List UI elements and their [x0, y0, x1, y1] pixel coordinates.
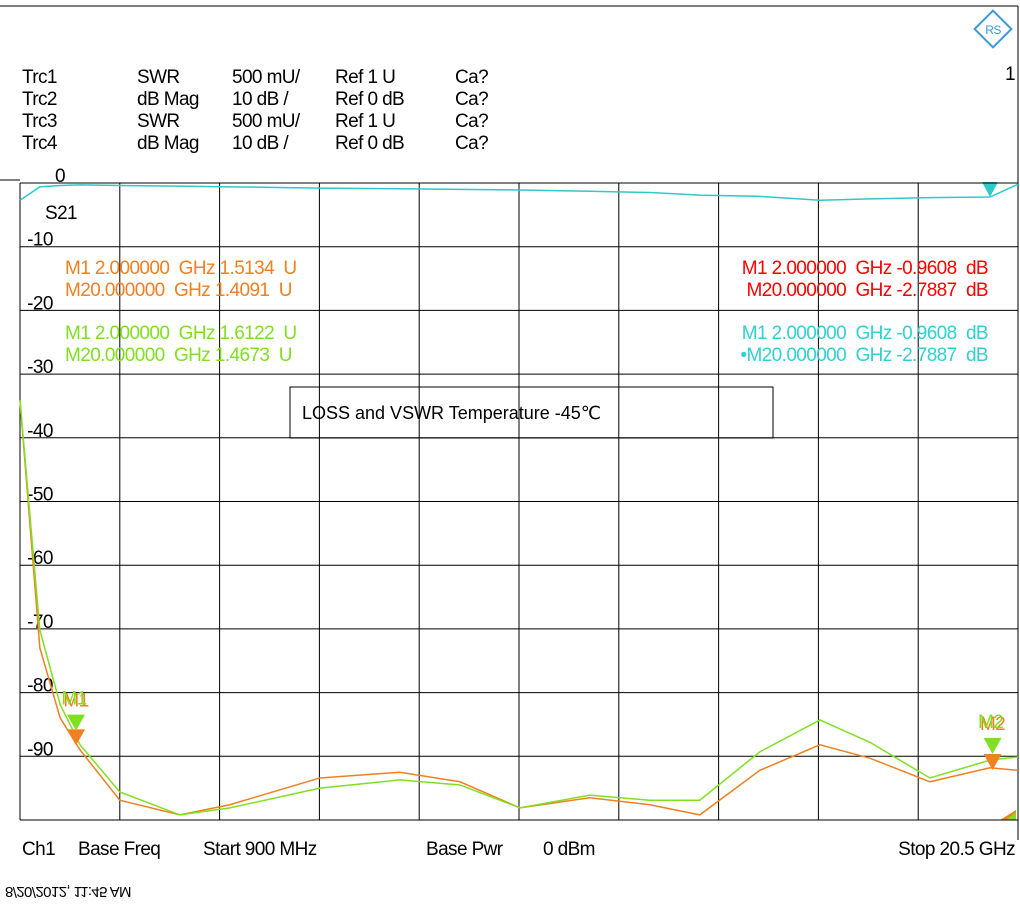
marker-label: M1 — [63, 691, 88, 712]
footer-item: Stop 20.5 GHz — [898, 839, 1015, 860]
header-cell: 500 mU/ — [232, 111, 301, 132]
trace-label: S21 — [45, 203, 77, 224]
marker-label: M1 — [61, 689, 86, 710]
timestamp: 8/20/2012, 11:45 AM — [5, 883, 131, 900]
header-cell: 10 dB / — [232, 89, 289, 110]
marker-triangle — [983, 753, 1002, 770]
y-tick-label: -60 — [27, 548, 53, 569]
header-cell: Trc4 — [22, 133, 58, 154]
header-cell: Trc2 — [22, 89, 57, 110]
marker-readout: •M20.000000 GHz -2.7887 dB — [740, 345, 988, 366]
y-tick-label: -70 — [27, 612, 53, 633]
header-cell: Ref 0 dB — [335, 89, 404, 110]
header-cell: 10 dB / — [232, 133, 289, 154]
header-cell: Ca? — [455, 67, 488, 88]
annotation: LOSS and VSWR Temperature -45℃ — [302, 403, 601, 423]
footer-item: 0 dBm — [543, 839, 595, 860]
marker-readout: M20.000000 GHz 1.4673 U — [65, 345, 292, 366]
header-cell: SWR — [137, 67, 180, 88]
marker-label: M2 — [980, 714, 1005, 735]
marker-readout: M1 2.000000 GHz 1.5134 U — [65, 258, 297, 279]
header-cell: 500 mU/ — [232, 67, 301, 88]
marker-triangle — [67, 714, 86, 731]
y-tick-label: -20 — [27, 293, 53, 314]
marker-readout: M20.000000 GHz -2.7887 dB — [746, 280, 988, 301]
header-cell: Trc3 — [22, 111, 57, 132]
y-tick-label: -80 — [27, 676, 53, 697]
header-cell: Ref 1 U — [335, 111, 395, 132]
footer-item: Base Pwr — [426, 839, 504, 860]
header-cell: dB Mag — [137, 133, 199, 154]
marker-readout: M1 2.000000 GHz 1.6122 U — [65, 323, 297, 344]
header-cell: Ref 1 U — [335, 67, 395, 88]
marker-label: M2 — [978, 712, 1003, 733]
header-cell: Ca? — [455, 133, 488, 154]
channel-number: 1 — [1005, 64, 1015, 85]
limit-indicator — [1006, 812, 1016, 820]
footer-item: Ch1 — [22, 839, 55, 860]
logo: RS — [973, 9, 1013, 49]
footer-item: Start 900 MHz — [203, 839, 317, 860]
y-tick-label: -50 — [27, 485, 53, 506]
header-cell: SWR — [137, 111, 180, 132]
marker-readout: M1 2.000000 GHz -0.9608 dB — [742, 258, 988, 279]
marker-triangle — [67, 729, 86, 746]
limit-indicator — [982, 182, 998, 197]
header-cell: Ca? — [455, 111, 488, 132]
trace — [19, 400, 1019, 816]
header-cell: dB Mag — [137, 89, 199, 110]
header-cell: Trc1 — [22, 67, 57, 88]
y-tick-label: 0 — [55, 166, 65, 187]
footer-item: Base Freq — [78, 839, 160, 860]
y-tick-label: -90 — [27, 739, 53, 760]
marker-triangle — [983, 737, 1002, 754]
trace — [19, 400, 1019, 816]
y-tick-label: -30 — [27, 357, 53, 378]
trace — [19, 183, 1019, 201]
annotation-box — [289, 386, 774, 439]
svg-text:RS: RS — [985, 23, 1001, 37]
y-tick-label: -40 — [27, 421, 53, 442]
marker-readout: M1 2.000000 GHz -0.9608 dB — [742, 323, 988, 344]
header-cell: Ca? — [455, 89, 488, 110]
marker-readout: M20.000000 GHz 1.4091 U — [65, 280, 292, 301]
y-tick-label: -10 — [27, 230, 53, 251]
header-cell: Ref 0 dB — [335, 133, 404, 154]
